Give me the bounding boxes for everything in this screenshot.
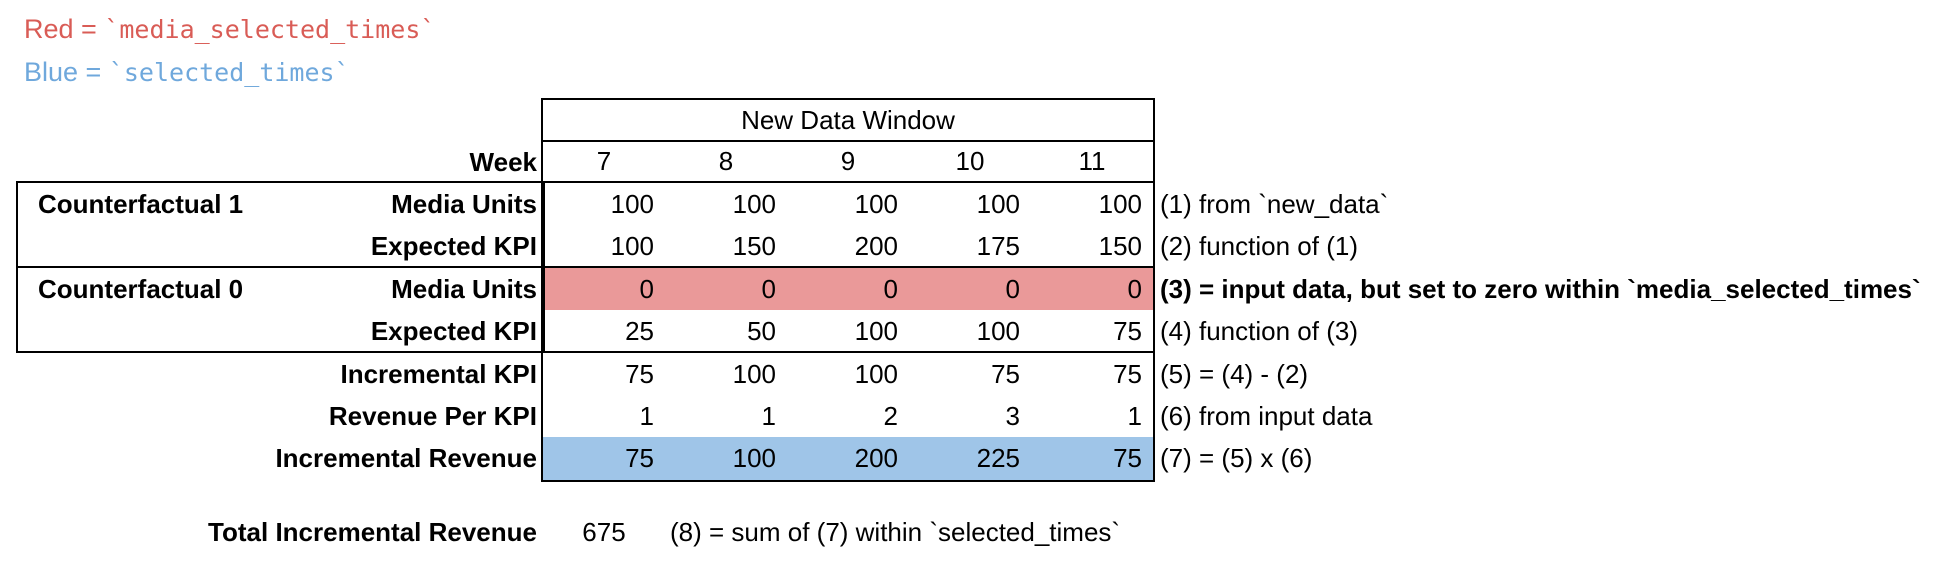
value-cell: 150 [732,231,776,262]
value-cell: 75 [625,443,654,474]
data-table: New Data Window 7 8 9 10 11 100 100 100 100 100 1… [541,98,1155,482]
total-value: 675 [582,517,626,547]
row-annotation: (1) from `new_data` [1160,189,1389,219]
value-cell: 0 [883,273,898,304]
value-cell: 2 [883,400,898,431]
value-cell: 75 [1113,358,1142,389]
value-cell: 225 [976,443,1020,474]
group-label: Counterfactual 1 [38,189,244,219]
legend: Red = `media_selected_times` Blue = `sel… [24,8,435,94]
value-cell: 150 [1098,231,1142,262]
value-cell: 100 [732,358,776,389]
value-cell: 0 [1127,273,1142,304]
table-row: 75 100 100 75 75 [543,353,1153,395]
value-cell: 200 [854,231,898,262]
total-annotation: (8) = sum of (7) within `selected_times` [670,517,1121,547]
total-label: Total Incremental Revenue [208,517,537,547]
legend-red-label: Red = [24,14,105,44]
value-cell: 1 [761,400,776,431]
value-cell: 75 [1113,443,1142,474]
legend-blue-label: Blue = [24,57,109,87]
legend-blue-code: `selected_times` [108,58,350,87]
value-cell: 50 [747,316,776,347]
week-cell: 9 [840,146,856,176]
table-row: 75 100 200 225 75 [543,437,1153,480]
table-row: 100 100 100 100 100 [543,183,1153,225]
row-label: Media Units [391,189,537,219]
week-row-label: Week [469,147,537,177]
week-cell: 8 [718,146,734,176]
week-cell: 10 [955,146,985,176]
table-row: 100 150 200 175 150 [543,225,1153,268]
row-annotation: (7) = (5) x (6) [1160,443,1313,474]
value-cell: 100 [610,231,654,262]
value-cell: 100 [610,189,654,219]
row-label: Expected KPI [370,316,537,347]
row-label: Incremental Revenue [275,443,537,474]
week-cell: 7 [596,146,612,176]
table-row: 0 0 0 0 0 [543,267,1153,311]
value-cell: 100 [854,189,898,219]
value-cell: 100 [976,316,1020,347]
value-cell: 100 [854,316,898,347]
value-cell: 0 [1005,273,1020,304]
value-cell: 3 [1005,400,1020,431]
value-cell: 175 [976,231,1020,262]
value-cell: 100 [976,189,1020,219]
value-cell: 1 [639,400,654,431]
legend-blue-line: Blue = `selected_times` [24,51,435,94]
value-cell: 100 [1098,189,1142,219]
value-cell: 1 [1127,400,1142,431]
value-cell: 200 [854,443,898,474]
week-cell: 11 [1078,146,1106,176]
legend-red-line: Red = `media_selected_times` [24,8,435,51]
row-annotation: (4) function of (3) [1160,316,1358,347]
row-label: Expected KPI [370,231,537,262]
value-cell: 0 [639,273,654,304]
group-label: Counterfactual 0 [38,274,244,304]
legend-red-code: `media_selected_times` [104,15,436,44]
row-annotation: (3) = input data, but set to zero within… [1160,273,1921,304]
row-annotation: (6) from input data [1160,401,1373,431]
row-label: Incremental KPI [340,358,537,389]
counterfactual-box [16,266,545,353]
value-cell: 75 [1113,316,1142,347]
value-cell: 100 [732,443,776,474]
row-label: Revenue Per KPI [328,401,537,431]
new-data-window-header: New Data Window [543,100,1153,142]
value-cell: 75 [991,358,1020,389]
table-row: 1 1 2 3 1 [543,395,1153,437]
table-row: 25 50 100 100 75 [543,310,1153,353]
row-annotation: (2) function of (1) [1160,231,1358,262]
row-label: Media Units [391,273,537,304]
week-header-row: 7 8 9 10 11 [543,142,1153,183]
value-cell: 25 [625,316,654,347]
value-cell: 75 [625,358,654,389]
row-annotation: (5) = (4) - (2) [1160,358,1309,389]
value-cell: 0 [761,273,776,304]
value-cell: 100 [732,189,776,219]
value-cell: 100 [854,358,898,389]
